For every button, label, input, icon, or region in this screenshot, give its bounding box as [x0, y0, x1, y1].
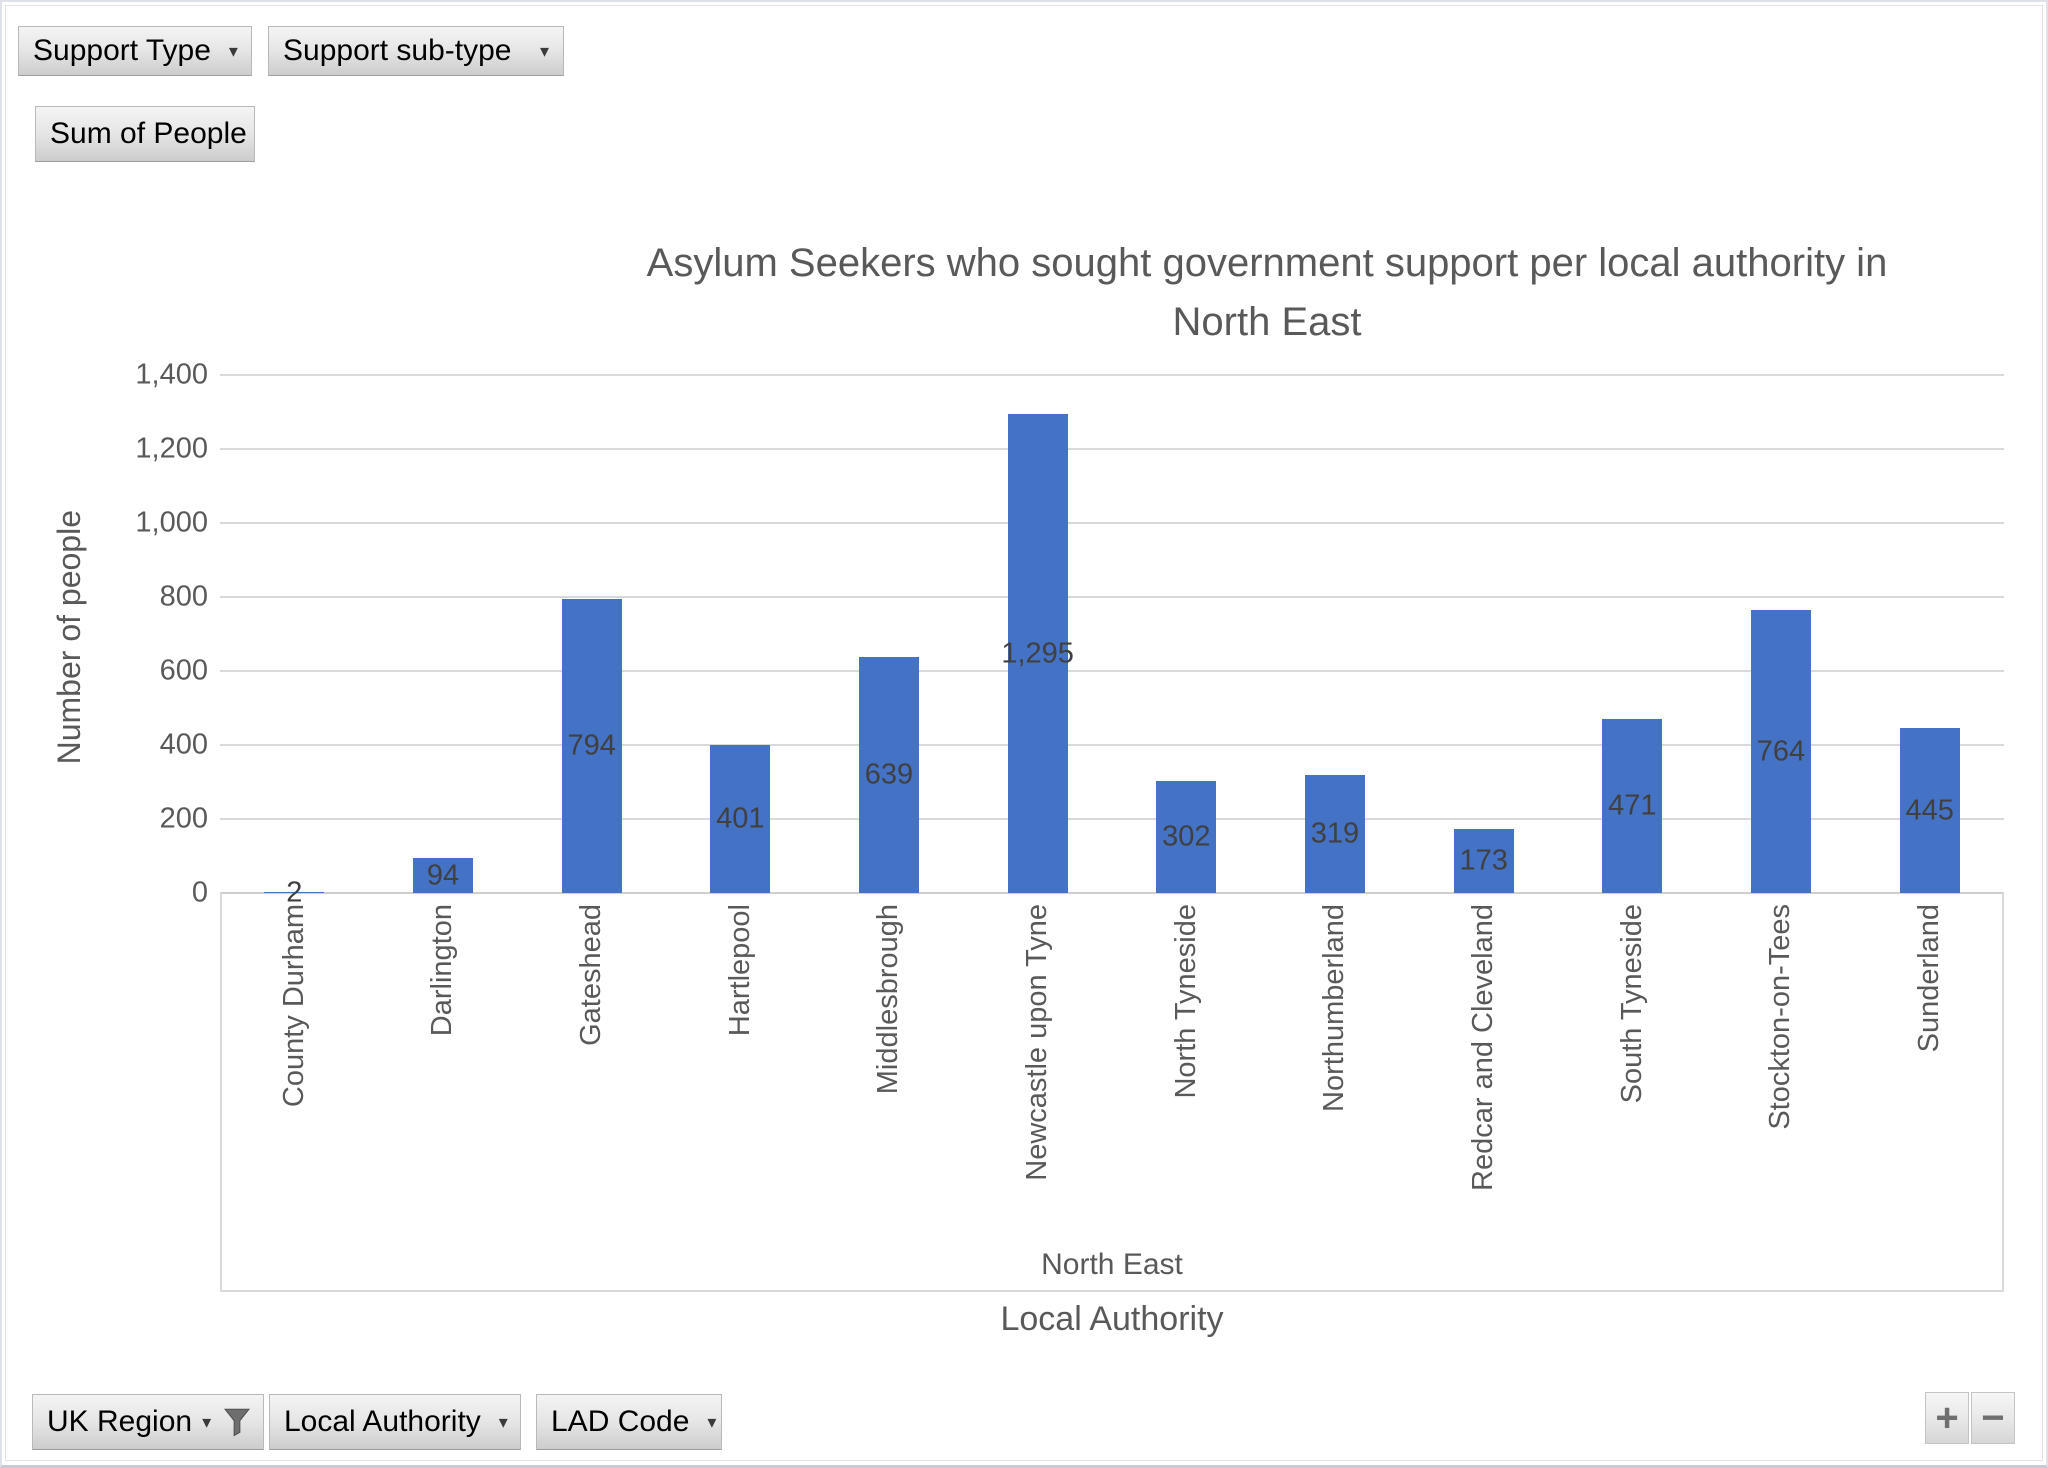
x-category-label: Sunderland [1913, 904, 1946, 1053]
bar [1453, 829, 1514, 893]
chevron-down-icon[interactable]: ▾ [202, 1412, 212, 1432]
x-category-label: Hartlepool [723, 904, 756, 1037]
x-category-cell: Redcar and Cleveland [1409, 904, 1558, 1219]
y-tick-label: 0 [191, 876, 208, 909]
gridline [220, 670, 2004, 672]
bar [1007, 414, 1068, 893]
y-tick-label: 600 [159, 654, 208, 687]
x-category-cell: Northumberland [1261, 904, 1410, 1219]
gridline [220, 522, 2004, 524]
bar [1156, 781, 1217, 893]
x-category-label: North Tyneside [1169, 904, 1202, 1099]
x-category-label: Darlington [426, 904, 459, 1037]
bar-data-label: 173 [1459, 844, 1508, 877]
x-category-label: Stockton-on-Tees [1764, 904, 1797, 1130]
x-category-label: Newcastle upon Tyne [1021, 904, 1054, 1181]
y-tick-label: 400 [159, 728, 208, 761]
lad-code-button[interactable]: LAD Code ▾ [536, 1394, 722, 1450]
bar [413, 858, 473, 893]
bar [710, 745, 771, 893]
bar-data-label: 764 [1756, 735, 1806, 767]
x-category-label: Northumberland [1318, 904, 1351, 1112]
chevron-down-icon[interactable]: ▾ [539, 41, 549, 61]
gridline [220, 448, 2004, 450]
x-category-cell: North Tyneside [1112, 904, 1261, 1219]
bar [859, 657, 919, 893]
chevron-down-icon[interactable]: ▾ [228, 41, 238, 61]
chevron-down-icon[interactable]: ▾ [498, 1412, 508, 1432]
gridline [220, 374, 2004, 376]
category-area-left-border [220, 893, 222, 1292]
chart-title: Asylum Seekers who sought government sup… [482, 234, 2046, 352]
y-tick-label: 1,000 [135, 506, 208, 539]
x-category-cell: County Durham [220, 904, 369, 1219]
x-category-label: Middlesbrough [872, 904, 905, 1095]
minus-icon: − [1981, 1395, 2005, 1440]
support-subtype-label: Support sub-type [283, 34, 512, 67]
x-axis-title: Local Authority [1000, 1300, 1224, 1338]
x-category-label: Gateshead [575, 904, 608, 1046]
y-tick-label: 200 [159, 802, 208, 835]
x-category-cell: Stockton-on-Tees [1707, 904, 1856, 1219]
support-type-button[interactable]: Support Type ▾ [18, 26, 252, 76]
group-label: North East [1041, 1248, 1183, 1281]
uk-region-label: UK Region [47, 1405, 193, 1438]
x-axis-line [220, 892, 2004, 894]
bar-data-label: 302 [1162, 820, 1211, 853]
x-category-cell: Middlesbrough [815, 904, 964, 1219]
chevron-down-icon[interactable]: ▾ [707, 1412, 717, 1432]
sum-of-people-label: Sum of People [50, 117, 247, 150]
collapse-field-button[interactable]: − [1971, 1392, 2015, 1444]
x-category-label: Redcar and Cleveland [1467, 904, 1500, 1191]
category-area-right-border [2002, 893, 2004, 1292]
bar-data-label: 319 [1310, 817, 1360, 850]
x-category-cell: Gateshead [517, 904, 666, 1219]
gridline [220, 596, 2004, 598]
bar [561, 599, 622, 893]
expand-field-button[interactable]: + [1925, 1392, 1969, 1444]
bar-data-label: 794 [567, 729, 616, 762]
filter-icon [224, 1408, 251, 1437]
x-category-cell: Darlington [369, 904, 518, 1219]
x-category-label: South Tyneside [1615, 904, 1648, 1104]
gridline [220, 744, 2004, 746]
uk-region-button[interactable]: UK Region ▾ [32, 1394, 264, 1450]
local-authority-label: Local Authority [284, 1405, 481, 1438]
bar [264, 892, 325, 893]
gridline [220, 818, 2004, 820]
bar-data-label: 94 [426, 859, 460, 891]
support-type-label: Support Type [33, 34, 211, 67]
chart-title-line2: North East [1172, 300, 1362, 344]
local-authority-button[interactable]: Local Authority ▾ [269, 1394, 521, 1450]
x-category-cell: Sunderland [1855, 904, 2004, 1219]
bar [1305, 775, 1365, 893]
x-category-cell: Hartlepool [666, 904, 815, 1219]
y-tick-label: 1,200 [135, 432, 208, 465]
bar-data-label: 2 [286, 876, 303, 908]
x-category-label: County Durham [277, 904, 310, 1108]
support-subtype-button[interactable]: Support sub-type ▾ [268, 26, 564, 76]
sum-of-people-button[interactable]: Sum of People [35, 106, 255, 162]
chart-title-line1: Asylum Seekers who sought government sup… [646, 241, 1888, 285]
bar [1602, 719, 1663, 893]
bar [1899, 728, 1960, 893]
bar-data-label: 1,295 [1001, 637, 1074, 669]
y-tick-label: 1,400 [135, 358, 208, 391]
x-category-cell: South Tyneside [1558, 904, 1707, 1219]
plus-icon: + [1935, 1395, 1959, 1440]
bar-data-label: 471 [1608, 789, 1657, 822]
bar-data-label: 639 [864, 758, 914, 791]
x-category-cell: Newcastle upon Tyne [963, 904, 1112, 1219]
bar [1751, 610, 1811, 893]
y-tick-label: 800 [159, 580, 208, 613]
y-axis-title: Number of people [50, 509, 87, 765]
category-area-bottom-border [220, 1290, 2004, 1292]
lad-code-label: LAD Code [551, 1405, 690, 1438]
bar-data-label: 401 [716, 802, 765, 835]
bar-data-label: 445 [1905, 794, 1954, 826]
